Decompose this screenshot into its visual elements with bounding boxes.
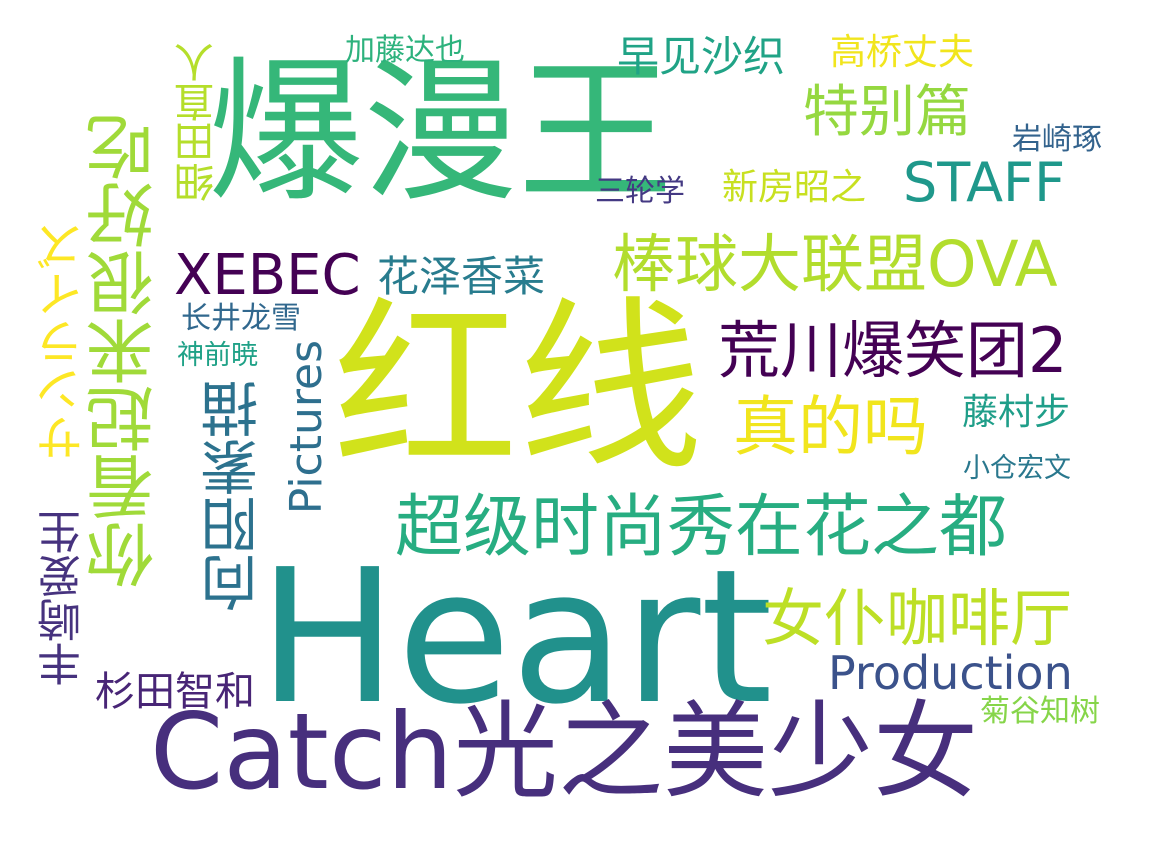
word-cloud-word: Pictures — [281, 340, 332, 515]
word-cloud-word: 荒川爆笑团2 — [718, 314, 1068, 387]
word-cloud-word: 爆漫王 — [208, 42, 673, 223]
word-cloud-word: 红线 — [333, 280, 703, 496]
word-cloud-word: 细田直人 — [175, 42, 221, 202]
word-cloud-word: Catch光之美少女 — [150, 691, 979, 813]
word-cloud-word: 小仓宏文 — [963, 453, 1071, 484]
word-cloud-word: 超级时尚秀在花之都 — [395, 488, 1008, 567]
word-cloud-word: サンライズ — [36, 222, 92, 462]
word-cloud-word: 花泽香菜 — [377, 252, 546, 301]
word-cloud-word: 向阳素描 — [200, 380, 268, 612]
word-cloud-word: 丰崎爱生 — [38, 510, 89, 686]
word-cloud-word: 真的吗 — [733, 390, 929, 465]
word-cloud-word: 特别篇 — [803, 80, 971, 145]
word-cloud-word: 早见沙织 — [617, 32, 786, 81]
word-cloud-word: 加藤达也 — [345, 33, 465, 68]
word-cloud-word: 你看起来很好吃 — [87, 113, 166, 589]
word-cloud-word: 菊谷知树 — [980, 694, 1100, 729]
word-cloud-word: 女仆咖啡厅 — [762, 582, 1073, 655]
word-cloud-word: 三轮学 — [595, 174, 685, 209]
word-cloud-word: Production — [828, 646, 1073, 700]
word-cloud-word: 长井龙雪 — [181, 301, 301, 336]
word-cloud-word: XEBEC — [174, 243, 361, 308]
word-cloud-word: 岩崎琢 — [1012, 122, 1102, 157]
word-cloud-word: Heart — [258, 529, 773, 745]
word-cloud-word: 藤村步 — [962, 392, 1071, 433]
word-cloud-word: 新房昭之 — [722, 167, 867, 208]
word-cloud-word: 高桥丈夫 — [830, 32, 975, 73]
word-cloud-word: STAFF — [903, 151, 1066, 214]
word-cloud-word: 棒球大联盟OVA — [612, 228, 1058, 301]
word-cloud-word: 杉田智和 — [95, 669, 255, 715]
word-cloud-word: 神前暁 — [177, 340, 258, 371]
